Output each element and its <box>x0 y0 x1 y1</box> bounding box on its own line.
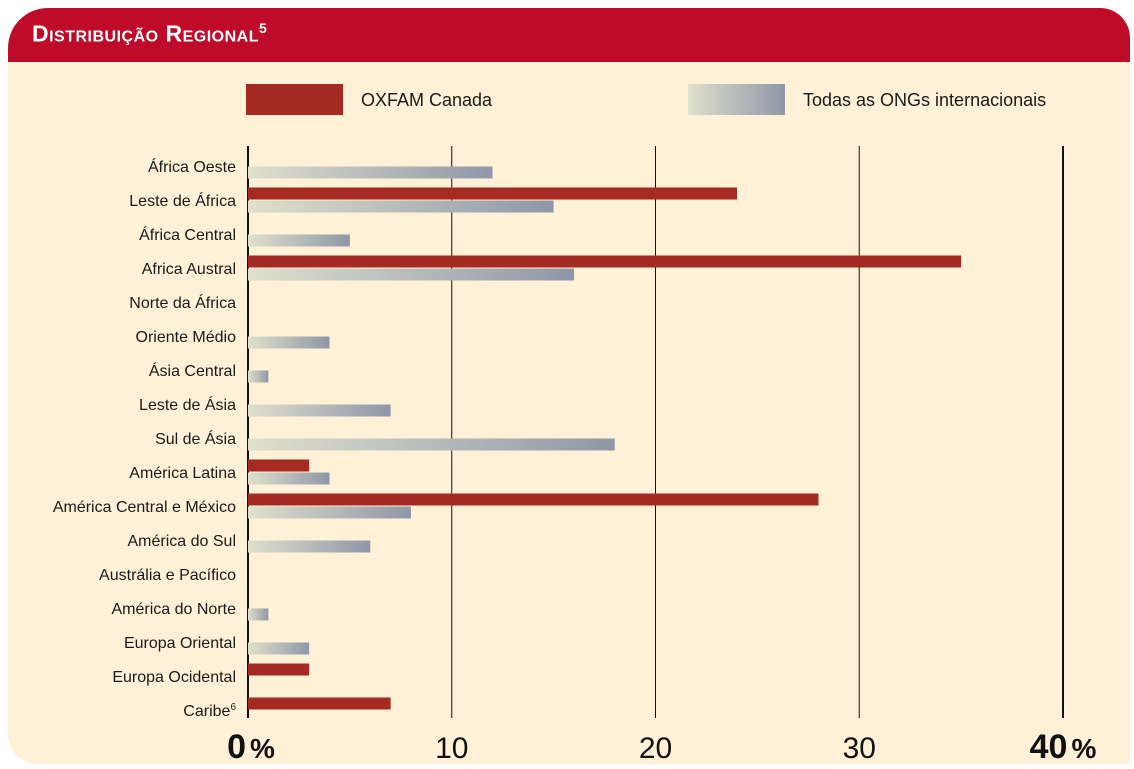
category-label: Ásia Central <box>149 361 236 380</box>
x-tick-labels: 0% 10 20 30 40% <box>227 728 1096 766</box>
x-tick-label-0: 0% <box>227 728 275 766</box>
category-label: África Oeste <box>148 157 236 176</box>
bar-oxfam-10 <box>248 493 819 506</box>
bar-ongs-13 <box>248 608 269 621</box>
category-labels: África Oeste Leste de África África Centra… <box>53 157 237 720</box>
category-label: Leste de África <box>129 191 236 210</box>
category-label: Europa Oriental <box>124 635 236 652</box>
category-label: América do Norte <box>112 601 237 618</box>
bar-ongs-0 <box>248 166 493 179</box>
legend-label-oxfam: OXFAM Canada <box>361 90 493 110</box>
x-tick-label-20: 20 <box>639 732 672 765</box>
bar-oxfam-9 <box>248 459 310 472</box>
legend-swatch-oxfam <box>246 84 343 115</box>
legend-swatch-ongs <box>688 84 785 115</box>
bar-oxfam-15 <box>248 663 310 676</box>
bar-ongs-3 <box>248 268 574 281</box>
bar-ongs-5 <box>248 336 330 349</box>
x-tick-label-40: 40% <box>1030 728 1097 766</box>
category-label: América do Sul <box>128 533 237 550</box>
x-tick-label-30: 30 <box>843 732 876 765</box>
bar-oxfam-1 <box>248 187 737 200</box>
chart-title: Distribuição Regional5 <box>32 20 268 47</box>
category-label: Norte da África <box>129 293 236 312</box>
category-label: Oriente Médio <box>136 329 237 346</box>
header-bar: Distribuição Regional5 <box>8 8 1130 62</box>
bar-ongs-1 <box>248 200 554 213</box>
bar-oxfam-16 <box>248 697 391 710</box>
bar-ongs-8 <box>248 438 615 451</box>
category-label: América Latina <box>129 465 236 482</box>
category-label: Caribe6 <box>183 702 236 720</box>
bar-ongs-10 <box>248 506 411 519</box>
bar-ongs-11 <box>248 540 371 553</box>
category-label: América Central e México <box>53 499 236 516</box>
category-label: Sul de Ásia <box>155 429 236 448</box>
legend-label-ongs: Todas as ONGs internacionais <box>803 90 1046 110</box>
bar-ongs-14 <box>248 642 310 655</box>
legend: OXFAM Canada Todas as ONGs internacionais <box>246 84 1046 115</box>
category-label: África Central <box>139 225 236 244</box>
bar-oxfam-3 <box>248 255 962 268</box>
chart-panel: Distribuição Regional5 <box>8 8 1130 764</box>
x-tick-label-10: 10 <box>435 732 468 765</box>
bar-ongs-7 <box>248 404 391 417</box>
bar-ongs-9 <box>248 472 330 485</box>
gridlines <box>247 146 1064 718</box>
title-superscript: 5 <box>259 20 268 36</box>
category-label: Austrália e Pacífico <box>99 567 236 584</box>
bar-ongs-6 <box>248 370 269 383</box>
category-label: Africa Austral <box>142 261 236 278</box>
category-label: Europa Ocidental <box>112 669 236 686</box>
bars <box>248 166 962 710</box>
category-label: Leste de Ásia <box>139 395 236 414</box>
bar-ongs-2 <box>248 234 350 247</box>
